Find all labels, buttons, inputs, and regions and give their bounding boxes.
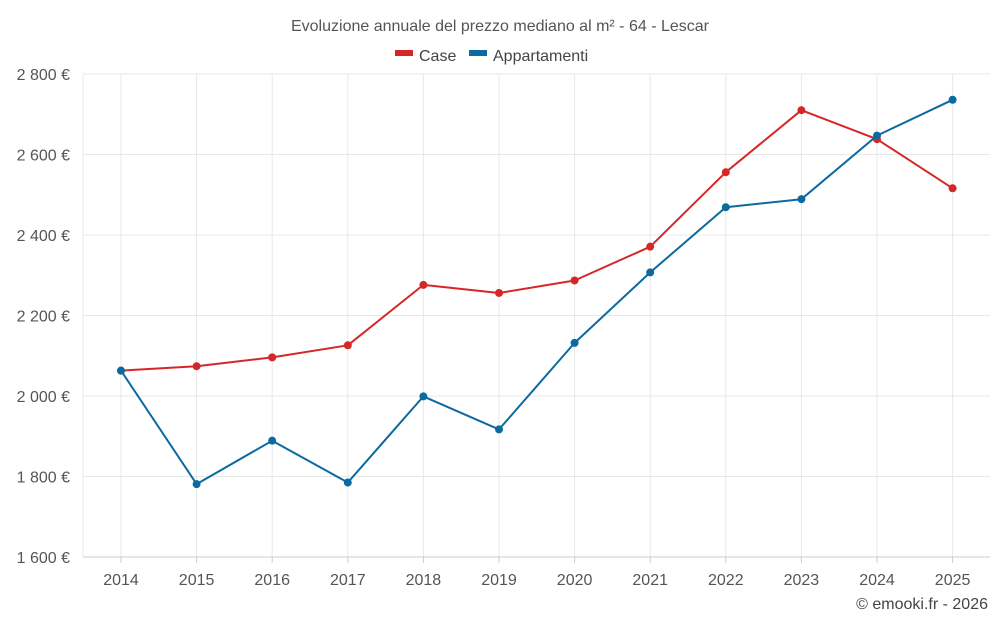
series-layer xyxy=(117,95,957,489)
y-tick-label: 2 200 € xyxy=(17,309,70,326)
data-point-appartamenti[interactable] xyxy=(570,338,579,347)
x-tick-label: 2022 xyxy=(708,572,744,589)
data-point-case[interactable] xyxy=(570,276,579,285)
data-point-appartamenti[interactable] xyxy=(797,195,806,204)
x-tick-label: 2015 xyxy=(179,572,215,589)
legend: Case Appartamenti xyxy=(395,48,588,65)
y-tick-label: 2 800 € xyxy=(17,67,70,84)
data-point-appartamenti[interactable] xyxy=(646,268,655,277)
data-point-appartamenti[interactable] xyxy=(495,425,503,434)
x-tick-label: 2016 xyxy=(254,572,290,589)
x-tick-label: 2019 xyxy=(481,572,517,589)
data-point-case[interactable] xyxy=(268,353,277,362)
data-point-appartamenti[interactable] xyxy=(419,392,428,401)
x-tick-label: 2023 xyxy=(784,572,820,589)
legend-swatch-case xyxy=(395,50,413,56)
legend-label-appartamenti[interactable]: Appartamenti xyxy=(493,48,588,65)
x-tick-label: 2024 xyxy=(859,572,895,589)
y-tick-label: 2 400 € xyxy=(17,228,70,245)
data-point-case[interactable] xyxy=(343,341,352,350)
data-point-case[interactable] xyxy=(192,362,201,371)
y-tick-label: 1 800 € xyxy=(17,470,70,487)
data-point-case[interactable] xyxy=(419,280,428,289)
data-point-case[interactable] xyxy=(948,184,957,193)
data-point-appartamenti[interactable] xyxy=(268,436,277,445)
x-tick-label: 2018 xyxy=(406,572,442,589)
legend-swatch-appartamenti xyxy=(469,50,487,56)
chart-title: Evoluzione annuale del prezzo mediano al… xyxy=(291,18,710,35)
legend-label-case[interactable]: Case xyxy=(419,48,456,65)
data-point-appartamenti[interactable] xyxy=(192,480,201,489)
series-line-case[interactable] xyxy=(120,109,954,372)
data-point-appartamenti[interactable] xyxy=(343,478,352,487)
credit-text: © emooki.fr - 2026 xyxy=(856,596,988,613)
data-point-case[interactable] xyxy=(797,106,806,115)
axes: 1 600 € 1 800 € 2 000 € 2 200 € 2 400 € 2 600… xyxy=(17,67,990,589)
grid xyxy=(82,73,990,558)
data-point-appartamenti[interactable] xyxy=(721,203,730,212)
data-point-case[interactable] xyxy=(495,288,503,297)
x-tick-label: 2021 xyxy=(632,572,668,589)
y-tick-label: 1 600 € xyxy=(17,550,70,567)
y-tick-label: 2 600 € xyxy=(17,148,70,165)
series-line-appartamenti[interactable] xyxy=(120,98,954,486)
data-point-appartamenti[interactable] xyxy=(948,95,957,104)
y-tick-label: 2 000 € xyxy=(17,389,70,406)
data-point-appartamenti[interactable] xyxy=(117,366,125,375)
x-tick-label: 2014 xyxy=(103,572,139,589)
x-tick-label: 2017 xyxy=(330,572,366,589)
data-point-appartamenti[interactable] xyxy=(873,131,881,140)
x-tick-label: 2020 xyxy=(557,572,593,589)
x-tick-label: 2025 xyxy=(935,572,971,589)
data-point-case[interactable] xyxy=(721,168,730,177)
data-point-case[interactable] xyxy=(646,242,655,251)
